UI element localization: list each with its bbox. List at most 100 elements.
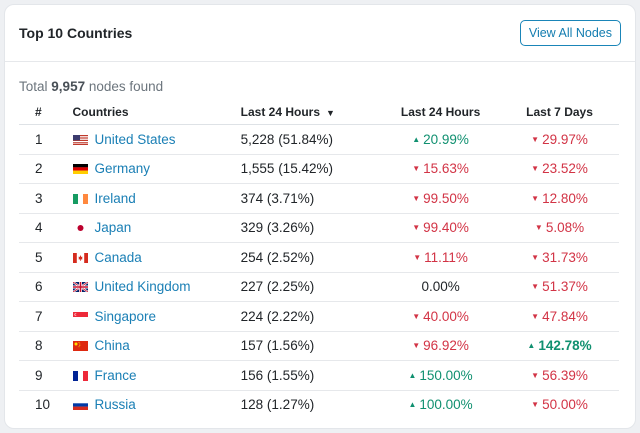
column-header-countries[interactable]: Countries — [72, 100, 241, 125]
change-value: ▼ 23.52% — [531, 161, 588, 176]
nodes-24h-cell: 224 (2.22%) — [240, 301, 382, 332]
change-percent: 96.92% — [423, 338, 469, 354]
change-24h-cell: ▼ 40.00% — [381, 301, 501, 332]
change-percent: 20.99% — [423, 131, 469, 147]
country-link[interactable]: China — [94, 338, 130, 354]
caret-down-icon: ▼ — [412, 341, 421, 351]
country-cell: Japan — [72, 213, 241, 243]
country-cell: Germany — [72, 154, 241, 184]
change-24h-cell: ▼ 99.40% — [381, 213, 501, 243]
caret-up-icon: ▲ — [412, 134, 421, 144]
country-cell: Russia — [72, 390, 241, 419]
rank-cell: 2 — [19, 154, 73, 184]
nodes-24h-cell: 1,555 (15.42%) — [240, 154, 382, 184]
caret-down-icon: ▼ — [531, 311, 540, 321]
country-cell: China — [72, 331, 241, 361]
change-24h-cell: ▲ 20.99% — [381, 124, 501, 155]
change-percent: 51.37% — [542, 279, 588, 295]
table-row: 9 France 156 (1.55%) ▲ 150.00% ▼ 56.39% — [19, 360, 619, 391]
ireland-flag-icon — [72, 192, 88, 204]
change-value: ▲ 142.78% — [527, 338, 591, 353]
table-row: 1 United States 5,228 (51.84%) ▲ 20.99% ▼ 29.9… — [19, 124, 619, 155]
nodes-24h-cell: 254 (2.52%) — [240, 242, 382, 273]
us-flag-icon — [72, 133, 88, 145]
japan-flag-icon — [72, 221, 88, 234]
nodes-24h-cell: 157 (1.56%) — [240, 331, 382, 361]
country-link[interactable]: Germany — [94, 161, 151, 177]
total-suffix: nodes found — [88, 79, 164, 94]
change-value: ▼ 99.50% — [412, 191, 469, 206]
change-percent: 29.97% — [542, 131, 588, 147]
caret-down-icon: ▼ — [413, 252, 422, 262]
country-link[interactable]: Japan — [94, 220, 132, 236]
country-cell: Ireland — [72, 183, 241, 214]
top-countries-card: Top 10 Countries View All Nodes Total 9,… — [4, 4, 636, 429]
country-link[interactable]: United States — [94, 131, 176, 147]
caret-down-icon: ▼ — [531, 282, 540, 292]
caret-down-icon: ▼ — [531, 370, 540, 380]
caret-up-icon: ▲ — [527, 341, 536, 351]
change-7d-cell: ▼ 12.80% — [500, 183, 619, 214]
table-row: 2 Germany 1,555 (15.42%) ▼ 15.63% ▼ 23.52% — [19, 154, 619, 184]
change-value: ▼ 29.97% — [531, 132, 588, 147]
country-cell: United Kingdom — [71, 272, 241, 302]
column-header-last-24-hours-sort[interactable]: Last 24 Hours ▼ — [240, 100, 382, 125]
caret-up-icon: ▲ — [408, 370, 417, 380]
country-link[interactable]: France — [94, 367, 137, 383]
change-value: ▼ 15.63% — [412, 161, 469, 176]
rank-cell: 5 — [19, 242, 73, 273]
change-percent: 23.52% — [542, 161, 588, 177]
change-24h-cell: ▼ 11.11% — [381, 242, 501, 273]
change-value: ▼ 51.37% — [531, 279, 588, 294]
column-header-last-7-days[interactable]: Last 7 Days — [500, 100, 619, 125]
rank-cell: 4 — [19, 213, 73, 243]
country-link[interactable]: Singapore — [94, 308, 157, 324]
change-24h-cell: ▼ 96.92% — [381, 331, 501, 361]
change-percent: 40.00% — [423, 308, 469, 324]
change-value: ▼ 11.11% — [413, 250, 468, 265]
uk-flag-icon — [71, 280, 89, 294]
column-header-rank: # — [19, 100, 73, 125]
change-7d-cell: ▼ 56.39% — [500, 360, 619, 391]
caret-down-icon: ▼ — [412, 223, 421, 233]
country-link[interactable]: United Kingdom — [94, 279, 191, 295]
nodes-24h-cell: 128 (1.27%) — [240, 397, 315, 413]
country-link[interactable]: Canada — [94, 249, 142, 265]
country-cell: United States — [72, 124, 241, 155]
country-link[interactable]: Ireland — [94, 190, 136, 206]
change-value: ▲ 100.00% — [408, 397, 472, 412]
russia-flag-icon — [72, 398, 88, 411]
change-percent: 150.00% — [419, 367, 473, 383]
change-value: ▼ 56.39% — [531, 368, 588, 383]
change-value: 0.00% — [421, 279, 459, 294]
change-percent: 99.50% — [423, 190, 469, 206]
china-flag-icon — [72, 339, 88, 352]
change-value: ▼ 40.00% — [412, 309, 469, 324]
change-percent: 56.39% — [542, 367, 588, 383]
change-value: ▼ 50.00% — [531, 397, 588, 412]
change-percent: 31.73% — [542, 249, 588, 265]
change-24h-cell: ▲ 150.00% — [381, 360, 501, 391]
change-percent: 5.08% — [545, 220, 585, 236]
change-7d-cell: ▼ 29.97% — [500, 124, 619, 155]
rank-cell: 3 — [19, 183, 73, 214]
table-row: 4 Japan 329 (3.26%) ▼ 99.40% ▼ 5.08% — [19, 213, 619, 243]
country-link[interactable]: Russia — [94, 397, 136, 413]
change-percent: 50.00% — [542, 397, 588, 413]
country-cell: Canada — [72, 242, 241, 273]
change-percent: 100.00% — [419, 397, 473, 413]
country-cell: Singapore — [72, 301, 241, 332]
change-7d-cell: ▲ 142.78% — [500, 331, 619, 361]
change-value: ▼ 99.40% — [412, 220, 469, 235]
change-value: ▼ 5.08% — [535, 220, 584, 235]
country-cell: France — [72, 360, 241, 391]
table-row: 7 Singapore 224 (2.22%) ▼ 40.00% ▼ 47.84% — [19, 301, 619, 332]
change-7d-cell: ▼ 47.84% — [500, 301, 619, 332]
view-all-nodes-button[interactable]: View All Nodes — [519, 20, 621, 46]
change-percent: 0.00% — [421, 279, 460, 295]
change-7d-cell: ▼ 50.00% — [500, 390, 619, 419]
column-header-last-24-hours-change[interactable]: Last 24 Hours — [381, 100, 501, 125]
caret-down-icon: ▼ — [534, 223, 543, 233]
rank-cell: 10 — [35, 397, 51, 413]
rank-cell: 8 — [19, 331, 73, 361]
